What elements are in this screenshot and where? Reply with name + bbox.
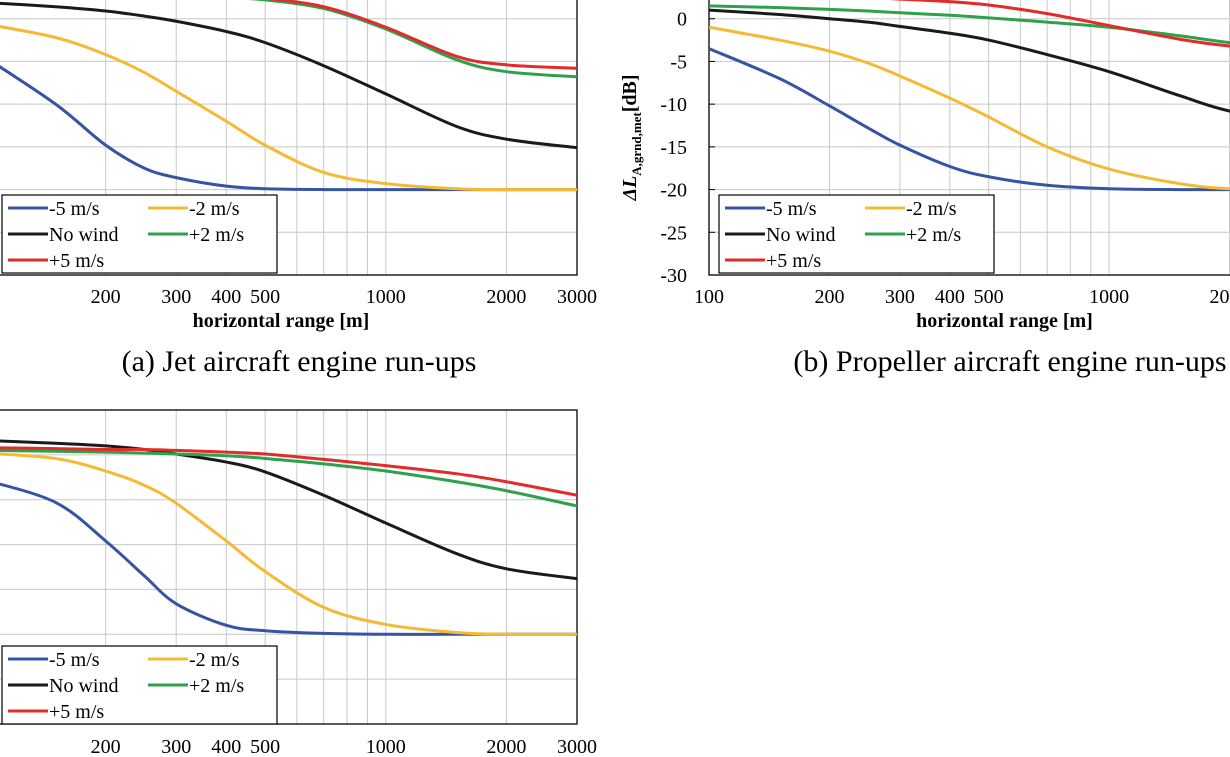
legend-label: -5 m/s bbox=[49, 649, 100, 671]
x-tick-label: 3000 bbox=[557, 736, 597, 757]
series-line-no-wind bbox=[0, 439, 577, 581]
legend-label: No wind bbox=[49, 224, 118, 246]
series-line-5-m-s bbox=[0, 446, 577, 497]
x-tick-label: 1000 bbox=[366, 286, 406, 308]
series-line-5-m-s bbox=[0, 65, 577, 192]
x-tick-label: 2000 bbox=[1210, 286, 1230, 308]
legend-label: -2 m/s bbox=[189, 649, 240, 671]
y-tick-label: 0 bbox=[677, 9, 687, 31]
series-line-no-wind bbox=[709, 8, 1230, 113]
legend-label: No wind bbox=[766, 224, 835, 246]
x-tick-label: 200 bbox=[91, 286, 121, 308]
series-line-2-m-s bbox=[0, 449, 577, 508]
series-line-5-m-s bbox=[267, 0, 577, 70]
legend-label: +2 m/s bbox=[906, 224, 961, 246]
series-line-2-m-s bbox=[249, 0, 577, 79]
x-tick-label: 300 bbox=[161, 736, 191, 757]
series-line-5-m-s bbox=[0, 482, 577, 636]
x-tick-label: 200 bbox=[91, 736, 121, 757]
legend-b: -5 m/s -2 m/s No wind +2 m/s +5 m/s bbox=[718, 194, 995, 274]
y-tick-label: -15 bbox=[660, 137, 687, 159]
x-tick-label: 400 bbox=[935, 286, 965, 308]
y-tick-label: -25 bbox=[660, 222, 687, 244]
series-line-2-m-s bbox=[0, 452, 577, 636]
x-tick-label: 3000 bbox=[557, 286, 597, 308]
series-line-no-wind bbox=[0, 1, 577, 150]
x-tick-label: 500 bbox=[974, 286, 1004, 308]
legend-label: No wind bbox=[49, 675, 118, 697]
legend-label: -2 m/s bbox=[906, 198, 957, 220]
x-axis-label: horizontal range [m] bbox=[193, 310, 370, 332]
x-tick-label: 300 bbox=[885, 286, 915, 308]
legend-label: +5 m/s bbox=[766, 250, 821, 272]
x-tick-label: 1000 bbox=[366, 736, 406, 757]
plot-frame-b bbox=[708, 0, 1230, 276]
series-line-2-m-s bbox=[0, 25, 577, 192]
x-tick-label: 1000 bbox=[1089, 286, 1129, 308]
series-group-a bbox=[0, 0, 577, 192]
series-group-c bbox=[0, 439, 577, 636]
x-tick-label: 200 bbox=[814, 286, 844, 308]
legend-label: +5 m/s bbox=[49, 250, 104, 272]
legend-label: +2 m/s bbox=[189, 675, 244, 697]
legend-c: -5 m/s -2 m/s No wind +2 m/s +5 m/s bbox=[1, 645, 278, 725]
x-tick-label: 500 bbox=[250, 736, 280, 757]
series-group-b bbox=[709, 0, 1230, 192]
series-line-5-m-s bbox=[889, 0, 1230, 48]
chart-c: 100200300400500100020003000-5 m/s-2 m/sN… bbox=[0, 409, 597, 757]
y-tick-label: -10 bbox=[660, 94, 687, 116]
x-tick-label: 100 bbox=[694, 286, 724, 308]
legend-label: -2 m/s bbox=[189, 198, 240, 220]
legend-label: +5 m/s bbox=[49, 701, 104, 723]
chart-a: 100200300400500100020003000horizontal ra… bbox=[0, 0, 597, 332]
x-tick-label: 2000 bbox=[486, 286, 526, 308]
series-line-5-m-s bbox=[709, 47, 1230, 192]
caption-b: (b) Propeller aircraft engine run-ups bbox=[793, 345, 1226, 378]
y-tick-label: -5 bbox=[670, 51, 687, 73]
legend-label: -5 m/s bbox=[49, 198, 100, 220]
y-tick-label: -30 bbox=[660, 265, 687, 287]
legend-a: -5 m/s -2 m/s No wind +2 m/s +5 m/s bbox=[1, 194, 278, 274]
chart-b: -30-25-20-15-10-505100200300400500100020… bbox=[619, 0, 1230, 332]
x-tick-label: 500 bbox=[250, 286, 280, 308]
series-line-2-m-s bbox=[709, 25, 1230, 191]
x-tick-label: 400 bbox=[211, 736, 241, 757]
x-axis-label: horizontal range [m] bbox=[916, 310, 1093, 332]
x-tick-label: 400 bbox=[211, 286, 241, 308]
series-line-2-m-s bbox=[709, 4, 1230, 45]
caption-a: (a) Jet aircraft engine run-ups bbox=[122, 345, 477, 378]
y-tick-label: -20 bbox=[660, 180, 687, 202]
legend-label: -5 m/s bbox=[766, 198, 817, 220]
y-axis-label: ΔLA,grnd,met[dB] bbox=[619, 74, 644, 201]
plot-frame-a bbox=[0, 0, 578, 276]
x-tick-label: 300 bbox=[161, 286, 191, 308]
x-tick-label: 2000 bbox=[486, 736, 526, 757]
plot-frame-c bbox=[0, 409, 578, 725]
legend-label: +2 m/s bbox=[189, 224, 244, 246]
